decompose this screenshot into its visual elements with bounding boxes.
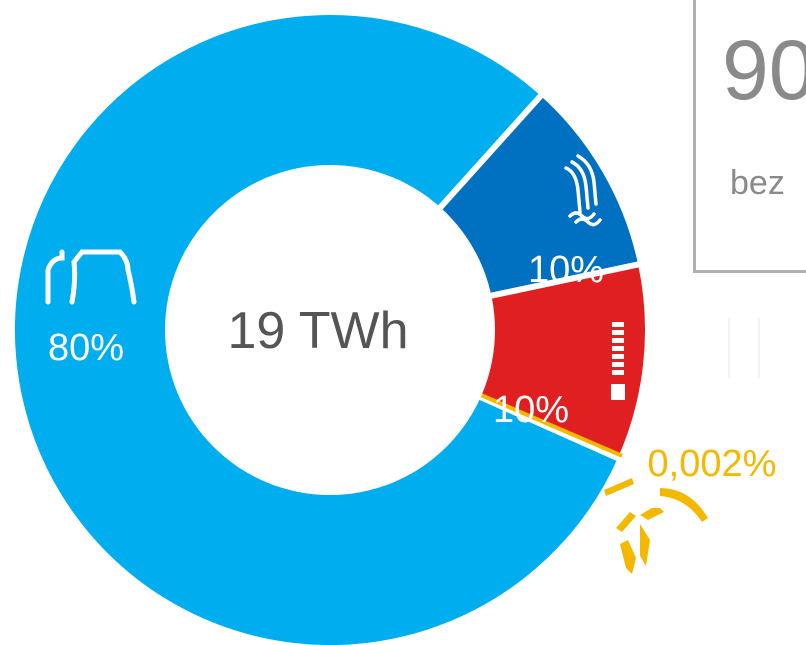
sun-rays-icon	[604, 478, 708, 574]
battery-level-icon	[611, 322, 625, 400]
slice-label-thermal: 80%	[48, 327, 124, 369]
faint-mark	[728, 318, 760, 378]
slice-solar-line	[480, 393, 623, 458]
slice-label-solar: 0,002%	[648, 443, 777, 485]
donut-hole	[165, 165, 495, 495]
cooling-tower-icon	[45, 249, 137, 305]
callout-value: 90	[722, 23, 806, 117]
slice-label-hydro: 10%	[528, 249, 604, 291]
hydro-waves-icon	[564, 154, 602, 227]
center-total-label: 19 TWh	[227, 302, 408, 360]
callout-caption: bez	[730, 164, 785, 202]
summary-callout: 90 bez	[693, 0, 806, 273]
slice-label-storage: 10%	[493, 389, 569, 431]
